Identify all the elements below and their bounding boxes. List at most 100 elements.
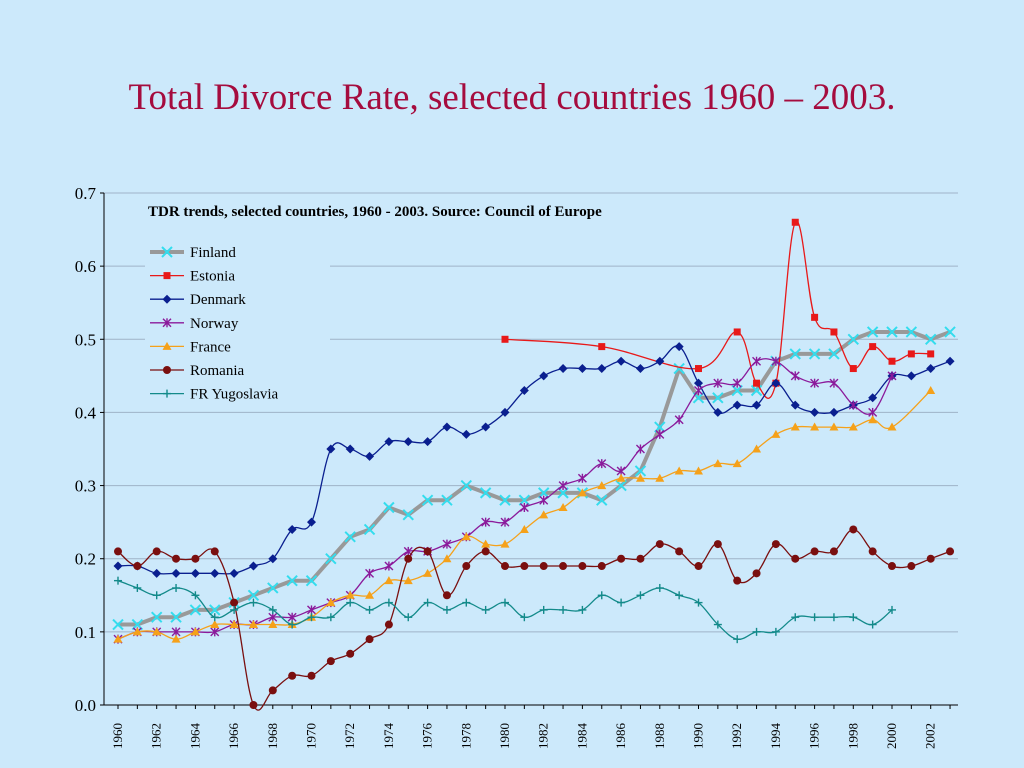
data-point	[675, 547, 684, 556]
legend-label: FR Yugoslavia	[190, 387, 279, 403]
data-point	[616, 473, 626, 482]
data-point	[114, 547, 122, 556]
data-point	[499, 494, 511, 506]
data-point	[481, 547, 490, 556]
legend: Finland Estonia Denmark Norway France Romania…	[145, 236, 330, 408]
data-point	[500, 407, 510, 417]
data-point	[190, 568, 200, 578]
series-line	[118, 330, 951, 627]
data-point	[133, 562, 142, 571]
data-point	[789, 348, 801, 360]
data-point	[152, 547, 161, 556]
data-point	[907, 350, 915, 358]
data-point	[732, 378, 742, 388]
data-point	[771, 627, 780, 636]
data-point	[849, 365, 857, 373]
data-point	[307, 517, 316, 527]
data-point	[695, 365, 702, 373]
data-point	[830, 328, 838, 336]
x-tick-label: 1966	[226, 723, 241, 750]
data-point	[849, 525, 858, 534]
data-point	[384, 561, 394, 571]
data-point	[152, 627, 162, 636]
data-point	[596, 494, 608, 506]
y-tick-label: 0.4	[75, 403, 97, 422]
x-tick-label: 1990	[691, 723, 706, 749]
data-point	[866, 326, 879, 338]
data-point	[520, 562, 529, 571]
data-point	[713, 540, 722, 549]
data-point	[481, 422, 491, 432]
data-point	[268, 620, 278, 629]
series-denmark	[113, 342, 955, 578]
data-point	[132, 627, 142, 636]
data-point	[791, 613, 800, 622]
data-point	[442, 591, 451, 600]
data-point	[829, 422, 839, 431]
data-point	[501, 562, 509, 571]
data-point	[926, 385, 936, 394]
data-point	[384, 620, 393, 629]
data-point	[712, 392, 724, 404]
data-point	[461, 429, 471, 439]
data-point	[345, 444, 355, 454]
data-point	[230, 605, 239, 614]
data-point	[365, 605, 374, 614]
data-point	[539, 562, 548, 571]
data-point	[501, 598, 509, 607]
data-point	[945, 356, 955, 366]
data-point	[172, 583, 181, 592]
data-point	[191, 554, 200, 563]
legend-label: Finland	[190, 245, 236, 261]
axes: 0.0 0.1 0.2 0.3 0.4 0.5 0.6 0.7 1960 1962 1964 1966…	[75, 184, 958, 749]
y-tick-label: 0.1	[75, 623, 96, 642]
data-point	[326, 444, 336, 454]
data-point	[163, 366, 171, 374]
data-point	[713, 378, 723, 388]
data-point	[209, 604, 221, 616]
data-point	[404, 554, 413, 563]
data-point	[519, 385, 529, 395]
data-point	[655, 356, 665, 366]
data-point	[655, 429, 665, 439]
data-point	[442, 605, 451, 614]
data-point	[326, 657, 335, 666]
data-point	[888, 357, 896, 365]
data-point	[247, 589, 260, 601]
data-point	[597, 459, 607, 469]
series-lines	[112, 218, 956, 711]
data-point	[481, 605, 490, 614]
data-point	[481, 517, 491, 527]
data-point	[944, 326, 956, 338]
data-point	[520, 613, 529, 622]
data-point	[771, 540, 780, 549]
data-point	[713, 407, 723, 417]
data-point	[847, 333, 860, 345]
data-point	[326, 613, 335, 622]
data-point	[346, 649, 355, 658]
data-point	[578, 562, 587, 571]
data-point	[539, 371, 549, 381]
x-tick-label: 1986	[613, 723, 628, 750]
x-tick-label: 1970	[304, 723, 319, 749]
data-point	[539, 605, 548, 614]
data-point	[442, 422, 452, 432]
slide-title: Total Divorce Rate, selected countries 1…	[128, 77, 896, 118]
data-point	[577, 473, 587, 483]
data-point	[694, 385, 703, 395]
data-point	[810, 378, 820, 388]
data-point	[636, 554, 645, 563]
data-point	[829, 378, 839, 388]
data-point	[635, 444, 645, 454]
data-point	[694, 598, 703, 607]
data-point	[248, 561, 258, 571]
data-point	[558, 481, 568, 491]
x-tick-label: 1962	[149, 723, 164, 749]
data-point	[675, 591, 684, 600]
x-tick-label: 1982	[536, 723, 551, 749]
data-point	[539, 510, 549, 519]
data-point	[462, 562, 471, 571]
data-point	[578, 605, 587, 614]
series-line	[117, 528, 951, 711]
data-point	[162, 318, 172, 328]
